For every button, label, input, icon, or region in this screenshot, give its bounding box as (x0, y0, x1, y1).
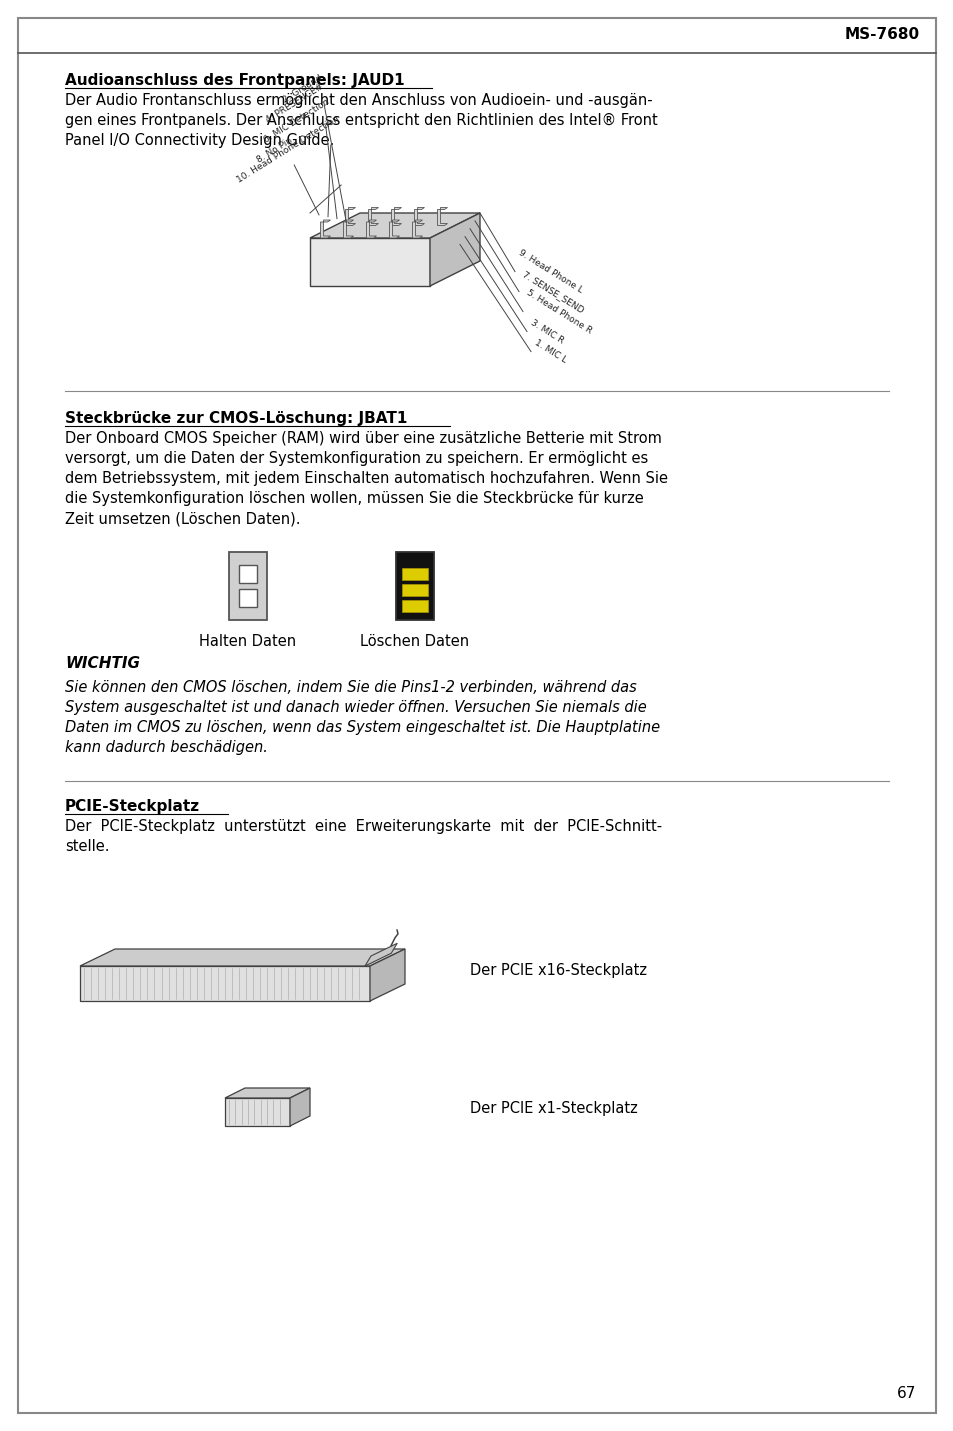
Text: 1. MIC L: 1. MIC L (533, 338, 568, 365)
Polygon shape (365, 943, 396, 966)
Text: 5. Head Phone R: 5. Head Phone R (524, 288, 593, 335)
Polygon shape (320, 220, 330, 238)
Text: dem Betriebssystem, mit jedem Einschalten automatisch hochzufahren. Wenn Sie: dem Betriebssystem, mit jedem Einschalte… (65, 471, 667, 487)
Text: 4. PRESENCE#: 4. PRESENCE# (265, 83, 325, 124)
Text: die Systemkonfiguration löschen wollen, müssen Sie die Steckbrücke für kurze: die Systemkonfiguration löschen wollen, … (65, 491, 643, 507)
Polygon shape (437, 207, 447, 226)
Text: Der Onboard CMOS Speicher (RAM) wird über eine zusätzliche Betterie mit Strom: Der Onboard CMOS Speicher (RAM) wird übe… (65, 431, 661, 446)
Text: Audioanschluss des Frontpanels: JAUD1: Audioanschluss des Frontpanels: JAUD1 (65, 73, 404, 87)
Text: gen eines Frontpanels. Der Anschluss entspricht den Richtlinien des Intel® Front: gen eines Frontpanels. Der Anschluss ent… (65, 113, 657, 127)
Text: System ausgeschaltet ist und danach wieder öffnen. Versuchen Sie niemals die: System ausgeschaltet ist und danach wied… (65, 700, 646, 716)
Text: 6. MIC Detection: 6. MIC Detection (262, 97, 331, 145)
Text: stelle.: stelle. (65, 839, 110, 854)
Polygon shape (310, 238, 430, 286)
Text: 10. Head Phone Detection: 10. Head Phone Detection (235, 114, 341, 185)
Text: 3. MIC R: 3. MIC R (529, 318, 565, 345)
Bar (401, 600, 428, 612)
Polygon shape (368, 207, 378, 226)
Polygon shape (389, 220, 399, 238)
Polygon shape (345, 207, 355, 226)
Polygon shape (366, 220, 376, 238)
Polygon shape (225, 1098, 290, 1126)
Bar (401, 584, 428, 595)
Text: Der PCIE x16-Steckplatz: Der PCIE x16-Steckplatz (470, 963, 646, 979)
Bar (239, 565, 256, 582)
Polygon shape (80, 949, 405, 966)
Text: Panel I/O Connectivity Design Guide.: Panel I/O Connectivity Design Guide. (65, 133, 334, 147)
Polygon shape (391, 207, 401, 226)
Text: PCIE-Steckplatz: PCIE-Steckplatz (65, 798, 200, 814)
Text: 9. Head Phone L: 9. Head Phone L (517, 248, 584, 295)
Text: Zeit umsetzen (Löschen Daten).: Zeit umsetzen (Löschen Daten). (65, 511, 300, 527)
Bar (401, 568, 428, 580)
Polygon shape (290, 1088, 310, 1126)
Text: 8. No Pin: 8. No Pin (255, 136, 294, 165)
Polygon shape (225, 1088, 310, 1098)
Text: Der  PCIE-Steckplatz  unterstützt  eine  Erweiterungskarte  mit  der  PCIE-Schni: Der PCIE-Steckplatz unterstützt eine Erw… (65, 819, 661, 834)
Text: Steckbrücke zur CMOS-Löschung: JBAT1: Steckbrücke zur CMOS-Löschung: JBAT1 (65, 411, 407, 426)
Polygon shape (80, 966, 370, 1002)
Polygon shape (430, 213, 479, 286)
Polygon shape (414, 207, 424, 226)
Text: Sie können den CMOS löschen, indem Sie die Pins1-2 verbinden, während das: Sie können den CMOS löschen, indem Sie d… (65, 680, 636, 695)
Bar (229, 552, 267, 620)
Text: 2. Ground: 2. Ground (281, 74, 324, 104)
Bar (395, 552, 434, 620)
Polygon shape (370, 949, 405, 1002)
Text: 67: 67 (896, 1387, 915, 1401)
Text: versorgt, um die Daten der Systemkonfiguration zu speichern. Er ermöglicht es: versorgt, um die Daten der Systemkonfigu… (65, 451, 648, 467)
Polygon shape (412, 220, 422, 238)
Text: Der PCIE x1-Steckplatz: Der PCIE x1-Steckplatz (470, 1102, 638, 1116)
Text: kann dadurch beschädigen.: kann dadurch beschädigen. (65, 740, 268, 756)
Text: Daten im CMOS zu löschen, wenn das System eingeschaltet ist. Die Hauptplatine: Daten im CMOS zu löschen, wenn das Syste… (65, 720, 659, 736)
Text: MS-7680: MS-7680 (844, 27, 919, 41)
Bar (239, 590, 256, 607)
Text: WICHTIG: WICHTIG (65, 655, 140, 671)
Text: Der Audio Frontanschluss ermöglicht den Anschluss von Audioein- und -ausgän-: Der Audio Frontanschluss ermöglicht den … (65, 93, 652, 107)
Text: Halten Daten: Halten Daten (199, 634, 296, 650)
Polygon shape (343, 220, 354, 238)
Text: Löschen Daten: Löschen Daten (360, 634, 469, 650)
Polygon shape (310, 213, 479, 238)
Text: 7. SENSE_SEND: 7. SENSE_SEND (520, 269, 585, 313)
